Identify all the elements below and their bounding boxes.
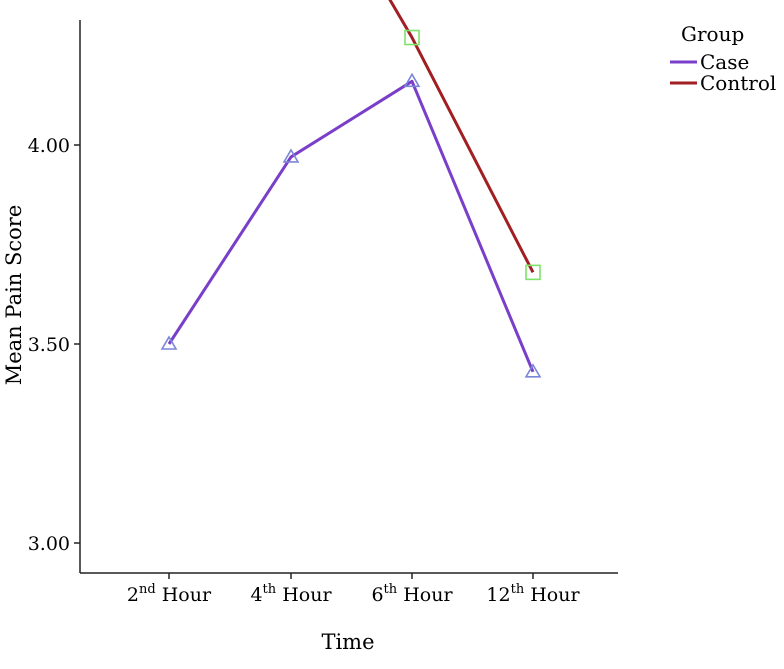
y-tick-label: 3.50 [28, 334, 70, 356]
y-tick-label: 4.00 [28, 135, 70, 157]
case-point-marker [282, 148, 300, 163]
control-series-line [388, 0, 535, 274]
case-point-marker [524, 363, 542, 378]
x-axis-title: Time [321, 630, 374, 654]
legend-title: Group [681, 22, 744, 46]
series-layer [160, 0, 542, 378]
x-tick-label: 4th Hour [250, 582, 332, 606]
case-point-marker [403, 72, 421, 88]
x-tick-label: 6th Hour [371, 582, 453, 606]
control-point-marker [525, 264, 541, 281]
control-point-marker [404, 29, 420, 46]
x-tick-label: 2nd Hour [127, 582, 212, 606]
x-tick-label: 12th Hour [486, 582, 580, 606]
legend-label-case: Case [700, 50, 749, 74]
legend-label-control: Control [700, 71, 776, 95]
y-axis-title: Mean Pain Score [2, 205, 26, 386]
case-series-line [167, 79, 535, 373]
y-tick-label: 3.00 [28, 533, 70, 555]
case-point-marker [160, 335, 178, 350]
